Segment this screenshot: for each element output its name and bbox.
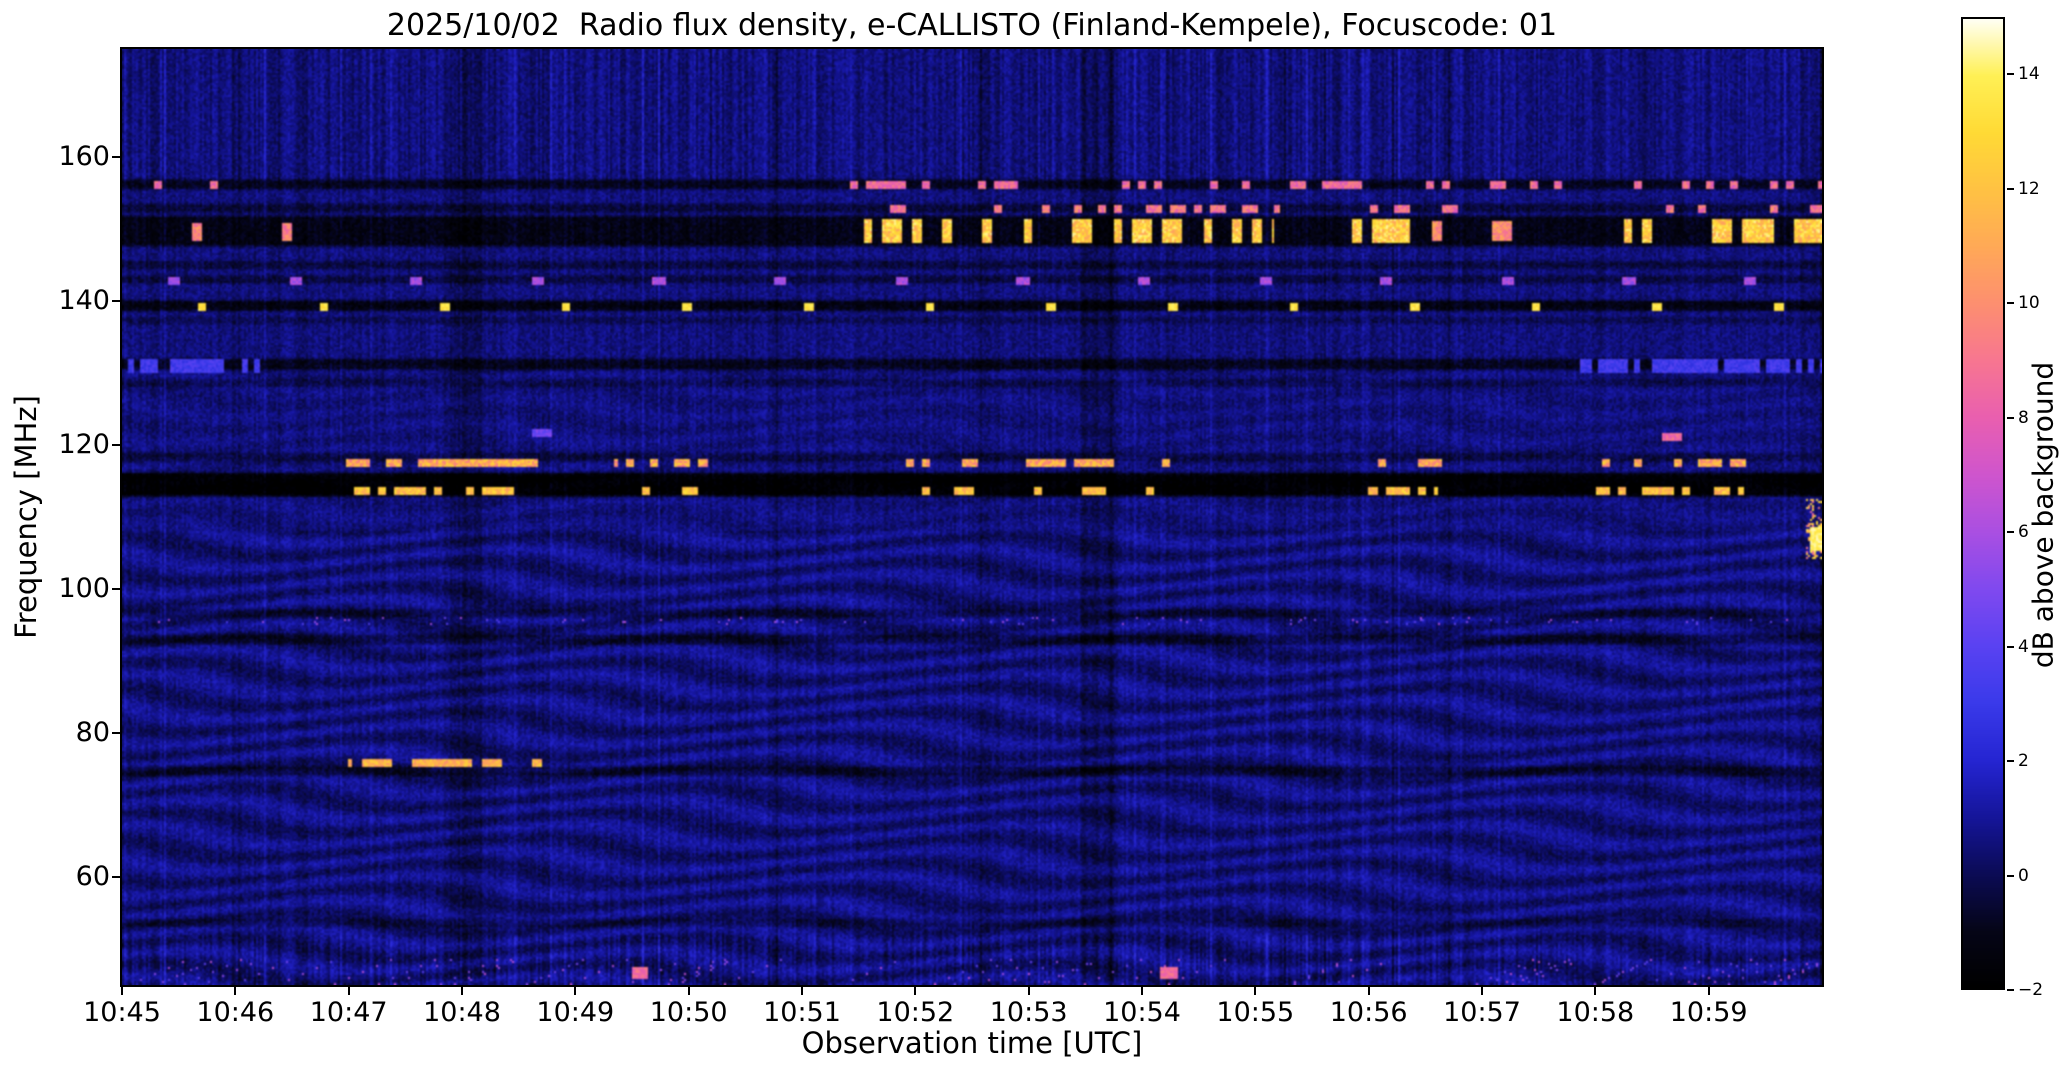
x-tick-label: 10:51 — [763, 997, 841, 1028]
colorbar-tick-label: 12 — [2018, 178, 2040, 199]
colorbar-tick-mark — [2007, 760, 2014, 763]
x-tick-mark — [1594, 987, 1597, 995]
y-tick-mark — [112, 876, 120, 878]
x-tick-label: 10:49 — [536, 997, 615, 1028]
x-tick-mark — [914, 987, 917, 995]
y-tick-mark — [112, 156, 120, 158]
y-tick-label: 100 — [58, 573, 110, 604]
colorbar-tick-mark — [2007, 645, 2014, 648]
colorbar-canvas — [1963, 19, 2003, 988]
x-tick-mark — [461, 987, 463, 995]
colorbar-tick-label: 0 — [2018, 865, 2029, 886]
x-tick-label: 10:57 — [1443, 997, 1521, 1028]
x-tick-label: 10:45 — [83, 997, 161, 1028]
y-tick-mark — [112, 444, 120, 446]
x-tick-label: 10:52 — [876, 997, 955, 1028]
colorbar-tick-label: 10 — [2018, 293, 2040, 314]
colorbar-tick-mark — [2007, 874, 2014, 877]
x-tick-mark — [1254, 987, 1257, 995]
colorbar-tick-mark — [2007, 416, 2014, 419]
x-tick-label: 10:48 — [423, 997, 501, 1028]
y-tick-label: 60 — [75, 861, 110, 892]
y-tick-label: 140 — [58, 285, 110, 316]
colorbar-tick-mark — [2007, 531, 2014, 534]
x-tick-label: 10:59 — [1669, 997, 1748, 1028]
y-tick-label: 120 — [58, 429, 110, 460]
x-tick-label: 10:58 — [1556, 997, 1635, 1028]
colorbar-tick-mark — [2007, 187, 2014, 190]
y-tick-mark — [112, 300, 120, 302]
x-tick-mark — [687, 987, 690, 995]
chart-title: 2025/10/02 Radio flux density, e-CALLIST… — [386, 8, 1558, 43]
x-tick-mark — [1141, 987, 1143, 995]
y-tick-label: 80 — [75, 717, 110, 748]
y-tick-label: 160 — [58, 141, 110, 172]
colorbar-tick-label: 6 — [2018, 522, 2029, 543]
x-tick-label: 10:53 — [989, 997, 1068, 1028]
x-tick-label: 10:47 — [309, 997, 388, 1028]
colorbar-tick-mark — [2007, 989, 2014, 991]
colorbar-tick-mark — [2007, 302, 2014, 305]
x-tick-mark — [121, 987, 123, 995]
x-tick-label: 10:46 — [196, 997, 275, 1028]
x-tick-mark — [1481, 987, 1483, 995]
x-tick-mark — [1027, 987, 1030, 995]
x-tick-mark — [1707, 987, 1710, 995]
x-tick-label: 10:54 — [1103, 997, 1181, 1028]
colorbar-tick-mark — [2007, 73, 2014, 76]
x-tick-label: 10:50 — [649, 997, 728, 1028]
x-tick-mark — [1367, 987, 1370, 995]
colorbar-tick-label: −2 — [2018, 980, 2044, 1000]
y-tick-mark — [112, 588, 120, 590]
x-axis-label: Observation time [UTC] — [801, 1026, 1143, 1060]
colorbar-tick-label: 8 — [2018, 407, 2029, 428]
colorbar — [1961, 17, 2005, 990]
x-tick-mark — [574, 987, 577, 995]
x-tick-label: 10:56 — [1329, 997, 1408, 1028]
y-tick-mark — [112, 732, 120, 734]
spectrogram-canvas — [122, 49, 1822, 985]
x-tick-mark — [801, 987, 803, 995]
x-tick-label: 10:55 — [1216, 997, 1295, 1028]
colorbar-tick-label: 4 — [2018, 636, 2029, 657]
x-tick-mark — [234, 987, 237, 995]
colorbar-tick-label: 14 — [2018, 64, 2040, 85]
colorbar-tick-label: 2 — [2018, 751, 2029, 772]
plot-frame — [120, 47, 1824, 987]
x-tick-mark — [347, 987, 350, 995]
colorbar-label: dB above background — [2026, 361, 2060, 669]
